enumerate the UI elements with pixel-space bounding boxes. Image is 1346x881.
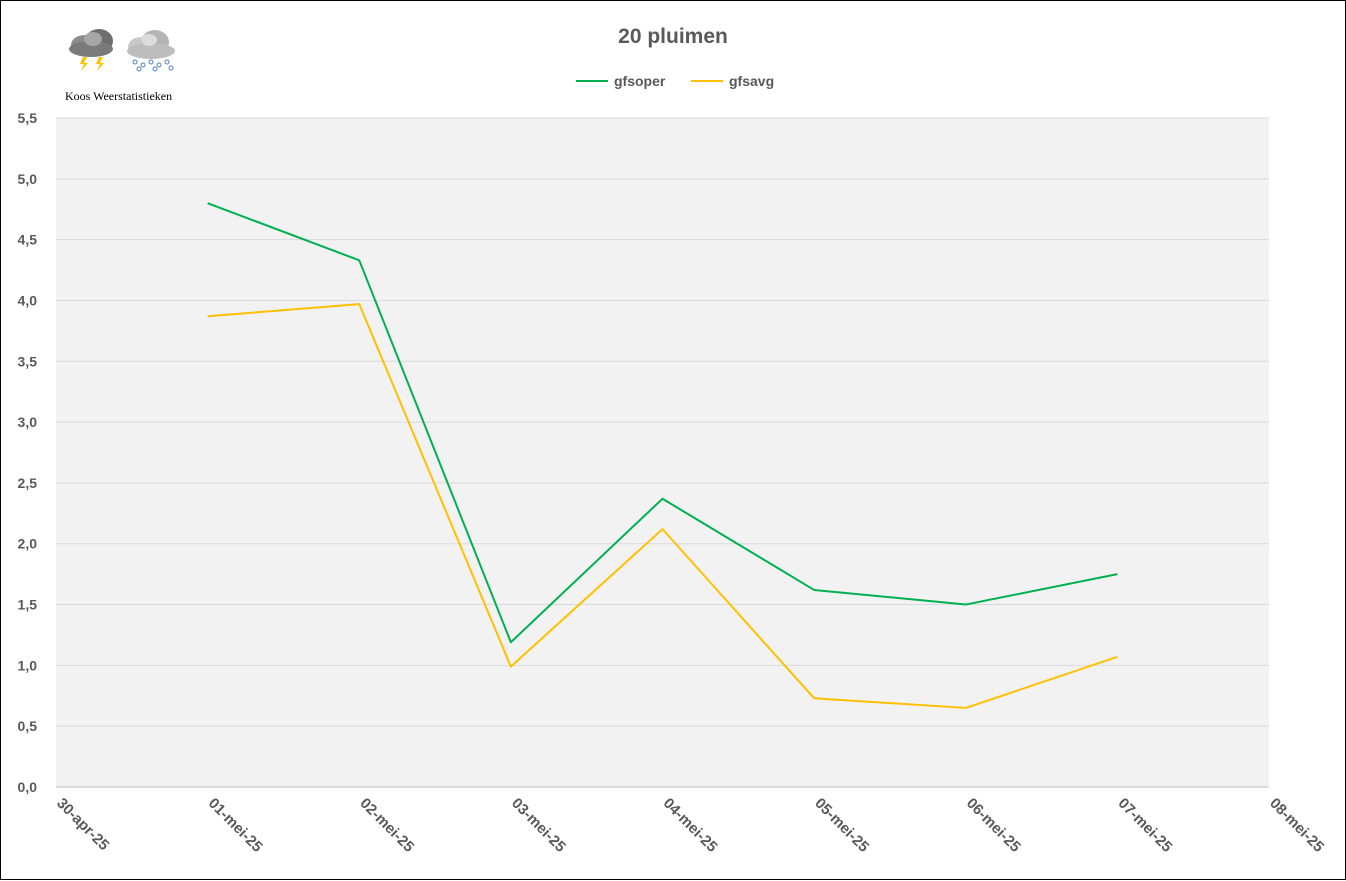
chart-title: 20 pluimen: [618, 25, 728, 48]
y-tick-label: 2,5: [18, 475, 38, 491]
legend-label-gfsavg: gfsavg: [729, 73, 774, 89]
x-tick-label: 03-mei-25: [508, 795, 569, 856]
series-line-gfsoper: [207, 202, 1118, 644]
y-tick-label: 4,5: [18, 232, 38, 248]
plot-area: [56, 118, 1269, 787]
x-tick-label: 01-mei-25: [205, 795, 266, 856]
y-tick-label: 2,0: [18, 536, 38, 552]
x-tick-label: 08-mei-25: [1266, 795, 1327, 856]
y-tick-label: 5,5: [18, 110, 38, 126]
y-tick-label: 3,0: [18, 414, 38, 430]
y-tick-label: 1,5: [18, 597, 38, 613]
x-tick-label: 06-mei-25: [963, 795, 1024, 856]
x-tick-label: 05-mei-25: [811, 795, 872, 856]
legend: gfsoper gfsavg: [576, 73, 774, 89]
y-tick-label: 0,0: [18, 779, 38, 795]
y-axis-ticks: 0,0 0,5 1,0 1,5 2,0 2,5 3,0 3,5 4,0 4,5 5,0 5,5: [18, 110, 38, 795]
hail-cloud-icon: [127, 30, 175, 72]
x-tick-label: 07-mei-25: [1115, 795, 1176, 856]
legend-label-gfsoper: gfsoper: [614, 73, 666, 89]
x-tick-label: 30-apr-25: [53, 795, 112, 854]
series-line-gfsavg: [207, 303, 1118, 709]
y-tick-label: 1,0: [18, 657, 38, 673]
series: [207, 202, 1118, 709]
x-tick-label: 02-mei-25: [356, 795, 417, 856]
x-tick-label: 04-mei-25: [660, 795, 721, 856]
thunderstorm-cloud-icon: [69, 29, 113, 71]
logo-caption: Koos Weerstatistieken: [65, 89, 172, 103]
y-tick-label: 4,0: [18, 292, 38, 308]
y-tick-label: 0,5: [18, 718, 38, 734]
logo: Koos Weerstatistieken: [65, 29, 175, 103]
x-axis-ticks: 30-apr-25 01-mei-25 02-mei-25 03-mei-25 04-m…: [53, 795, 1327, 856]
gridlines: [56, 117, 1269, 788]
y-tick-label: 3,5: [18, 353, 38, 369]
y-tick-label: 5,0: [18, 171, 38, 187]
